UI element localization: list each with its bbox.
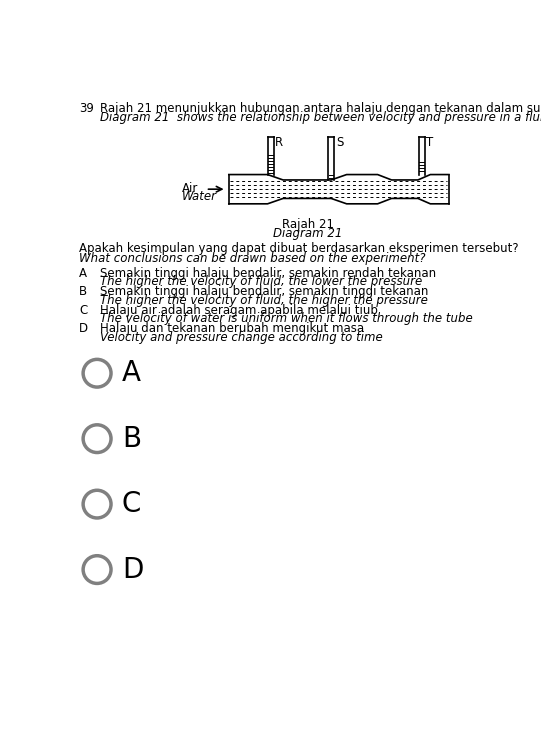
Text: Diagram 21  shows the relationship between velocity and pressure in a fluid.: Diagram 21 shows the relationship betwee…: [100, 111, 541, 124]
Text: A: A: [122, 359, 141, 387]
Text: Velocity and pressure change according to time: Velocity and pressure change according t…: [100, 331, 383, 344]
Text: Halaju air adalah seragam apabila melalui tiub: Halaju air adalah seragam apabila melalu…: [100, 304, 378, 317]
Text: Semakin tinggi halaju bendalir, semakin tinggi tekanan: Semakin tinggi halaju bendalir, semakin …: [100, 286, 428, 298]
Text: The higher the velocity of fluid, the lower the pressure: The higher the velocity of fluid, the lo…: [100, 275, 423, 289]
Text: C: C: [122, 490, 141, 518]
Text: T: T: [426, 136, 434, 149]
Text: B: B: [122, 425, 141, 453]
Text: What conclusions can be drawn based on the experiment?: What conclusions can be drawn based on t…: [79, 252, 426, 266]
Text: Rajah 21: Rajah 21: [282, 218, 334, 230]
Text: The higher the velocity of fluid, the higher the pressure: The higher the velocity of fluid, the hi…: [100, 294, 428, 307]
Text: D: D: [122, 556, 143, 584]
Text: D: D: [79, 322, 88, 336]
Text: The velocity of water is uniform when it flows through the tube: The velocity of water is uniform when it…: [100, 312, 473, 325]
Text: Semakin tinggi halaju bendalir, semakin rendah tekanan: Semakin tinggi halaju bendalir, semakin …: [100, 267, 436, 280]
Text: Water: Water: [182, 190, 217, 203]
Text: A: A: [79, 267, 87, 280]
Text: R: R: [275, 136, 283, 149]
Text: 39: 39: [79, 102, 94, 115]
Text: S: S: [336, 136, 343, 149]
Text: B: B: [79, 286, 88, 298]
Text: Diagram 21: Diagram 21: [273, 227, 342, 240]
Text: Apakah kesimpulan yang dapat dibuat berdasarkan eksperimen tersebut?: Apakah kesimpulan yang dapat dibuat berd…: [79, 242, 519, 255]
Text: Air: Air: [182, 183, 199, 195]
Text: C: C: [79, 304, 88, 317]
Text: Halaju dan tekanan berubah mengikut masa: Halaju dan tekanan berubah mengikut masa: [100, 322, 364, 336]
Text: Rajah 21 menunjukkan hubungan antara halaju dengan tekanan dalam suatu bendalir.: Rajah 21 menunjukkan hubungan antara hal…: [100, 102, 541, 115]
